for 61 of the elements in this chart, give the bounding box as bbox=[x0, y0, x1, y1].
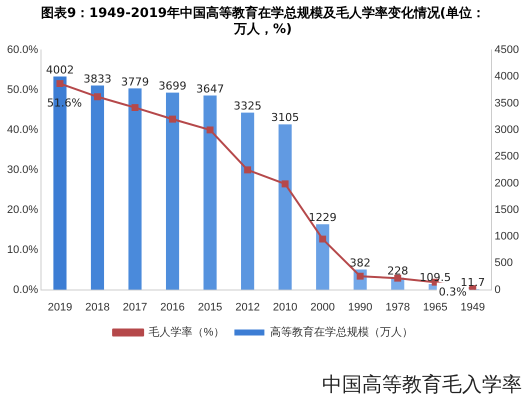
bar bbox=[316, 224, 330, 290]
y2-tick-label: 4000 bbox=[494, 70, 520, 83]
chart-title: 图表9：1949-2019年中国高等教育在学总规模及毛人学率变化情况(单位：万人，%) bbox=[40, 4, 486, 39]
data-label: 3779 bbox=[121, 75, 150, 88]
data-label: 3699 bbox=[158, 80, 187, 93]
bar bbox=[241, 112, 254, 290]
data-label: 0.3% bbox=[438, 285, 467, 298]
point bbox=[132, 104, 138, 112]
x-tick-label: 2000 bbox=[310, 301, 335, 314]
data-label: 3105 bbox=[271, 111, 300, 124]
x-tick-label: 2017 bbox=[122, 301, 148, 314]
y2-tick-label: 2000 bbox=[494, 177, 520, 190]
x-tick-label: 2012 bbox=[235, 301, 260, 314]
data-label: 228 bbox=[387, 264, 408, 278]
text: 中国高等教育毛入学率 bbox=[322, 371, 522, 398]
point bbox=[319, 236, 326, 243]
bar bbox=[90, 86, 104, 290]
legend-label: 高等教育在学总规模（万人） bbox=[270, 326, 413, 339]
y-tick-label: 50.0% bbox=[6, 84, 38, 96]
point bbox=[206, 126, 214, 134]
bar bbox=[166, 92, 180, 290]
data-label: 109.5 bbox=[419, 270, 451, 284]
y2-tick-label: 2500 bbox=[494, 150, 520, 163]
legend-label: 毛人学率（%） bbox=[148, 326, 224, 339]
point bbox=[282, 180, 289, 188]
y2-tick-label: 500 bbox=[494, 257, 513, 270]
y-tick-label: 60.0% bbox=[6, 44, 38, 56]
x-tick-label: 2010 bbox=[272, 301, 298, 314]
x-tick-label: 1949 bbox=[460, 301, 486, 314]
y2-tick-label: 4500 bbox=[494, 44, 520, 56]
point bbox=[169, 116, 176, 123]
data-label: 3325 bbox=[234, 99, 262, 112]
x-tick-label: 1990 bbox=[348, 301, 372, 314]
y-tick-label: 10.0% bbox=[6, 244, 38, 256]
point bbox=[394, 274, 402, 282]
data-label: 3647 bbox=[196, 82, 224, 96]
data-label: 382 bbox=[350, 256, 371, 270]
point bbox=[244, 166, 252, 174]
y2-tick-label: 0 bbox=[494, 284, 501, 296]
x-tick-label: 2019 bbox=[48, 301, 72, 314]
x-tick-label: 1978 bbox=[385, 301, 410, 314]
data-label: 4002 bbox=[46, 63, 74, 76]
y2-tick-label: 1000 bbox=[494, 230, 520, 243]
data-label: 1229 bbox=[308, 211, 337, 224]
x-tick-label: 2016 bbox=[160, 301, 185, 314]
y-tick-label: 20.0% bbox=[6, 204, 38, 216]
y2-tick-label: 3000 bbox=[494, 124, 520, 136]
data-label: 3833 bbox=[83, 72, 112, 86]
point bbox=[94, 93, 101, 100]
x-tick-label: 2015 bbox=[198, 301, 222, 314]
bar bbox=[204, 95, 217, 290]
y2-tick-label: 3500 bbox=[494, 97, 520, 110]
bar bbox=[128, 88, 142, 290]
y2-tick-label: 1500 bbox=[494, 204, 520, 216]
y-tick-label: 30.0% bbox=[6, 164, 38, 176]
x-tick-label: 1965 bbox=[422, 301, 448, 314]
point bbox=[56, 80, 64, 88]
bar bbox=[278, 124, 292, 290]
y-tick-label: 0.0% bbox=[13, 284, 38, 296]
y-tick-label: 40.0% bbox=[6, 124, 38, 136]
x-tick-label: 2018 bbox=[85, 301, 110, 314]
